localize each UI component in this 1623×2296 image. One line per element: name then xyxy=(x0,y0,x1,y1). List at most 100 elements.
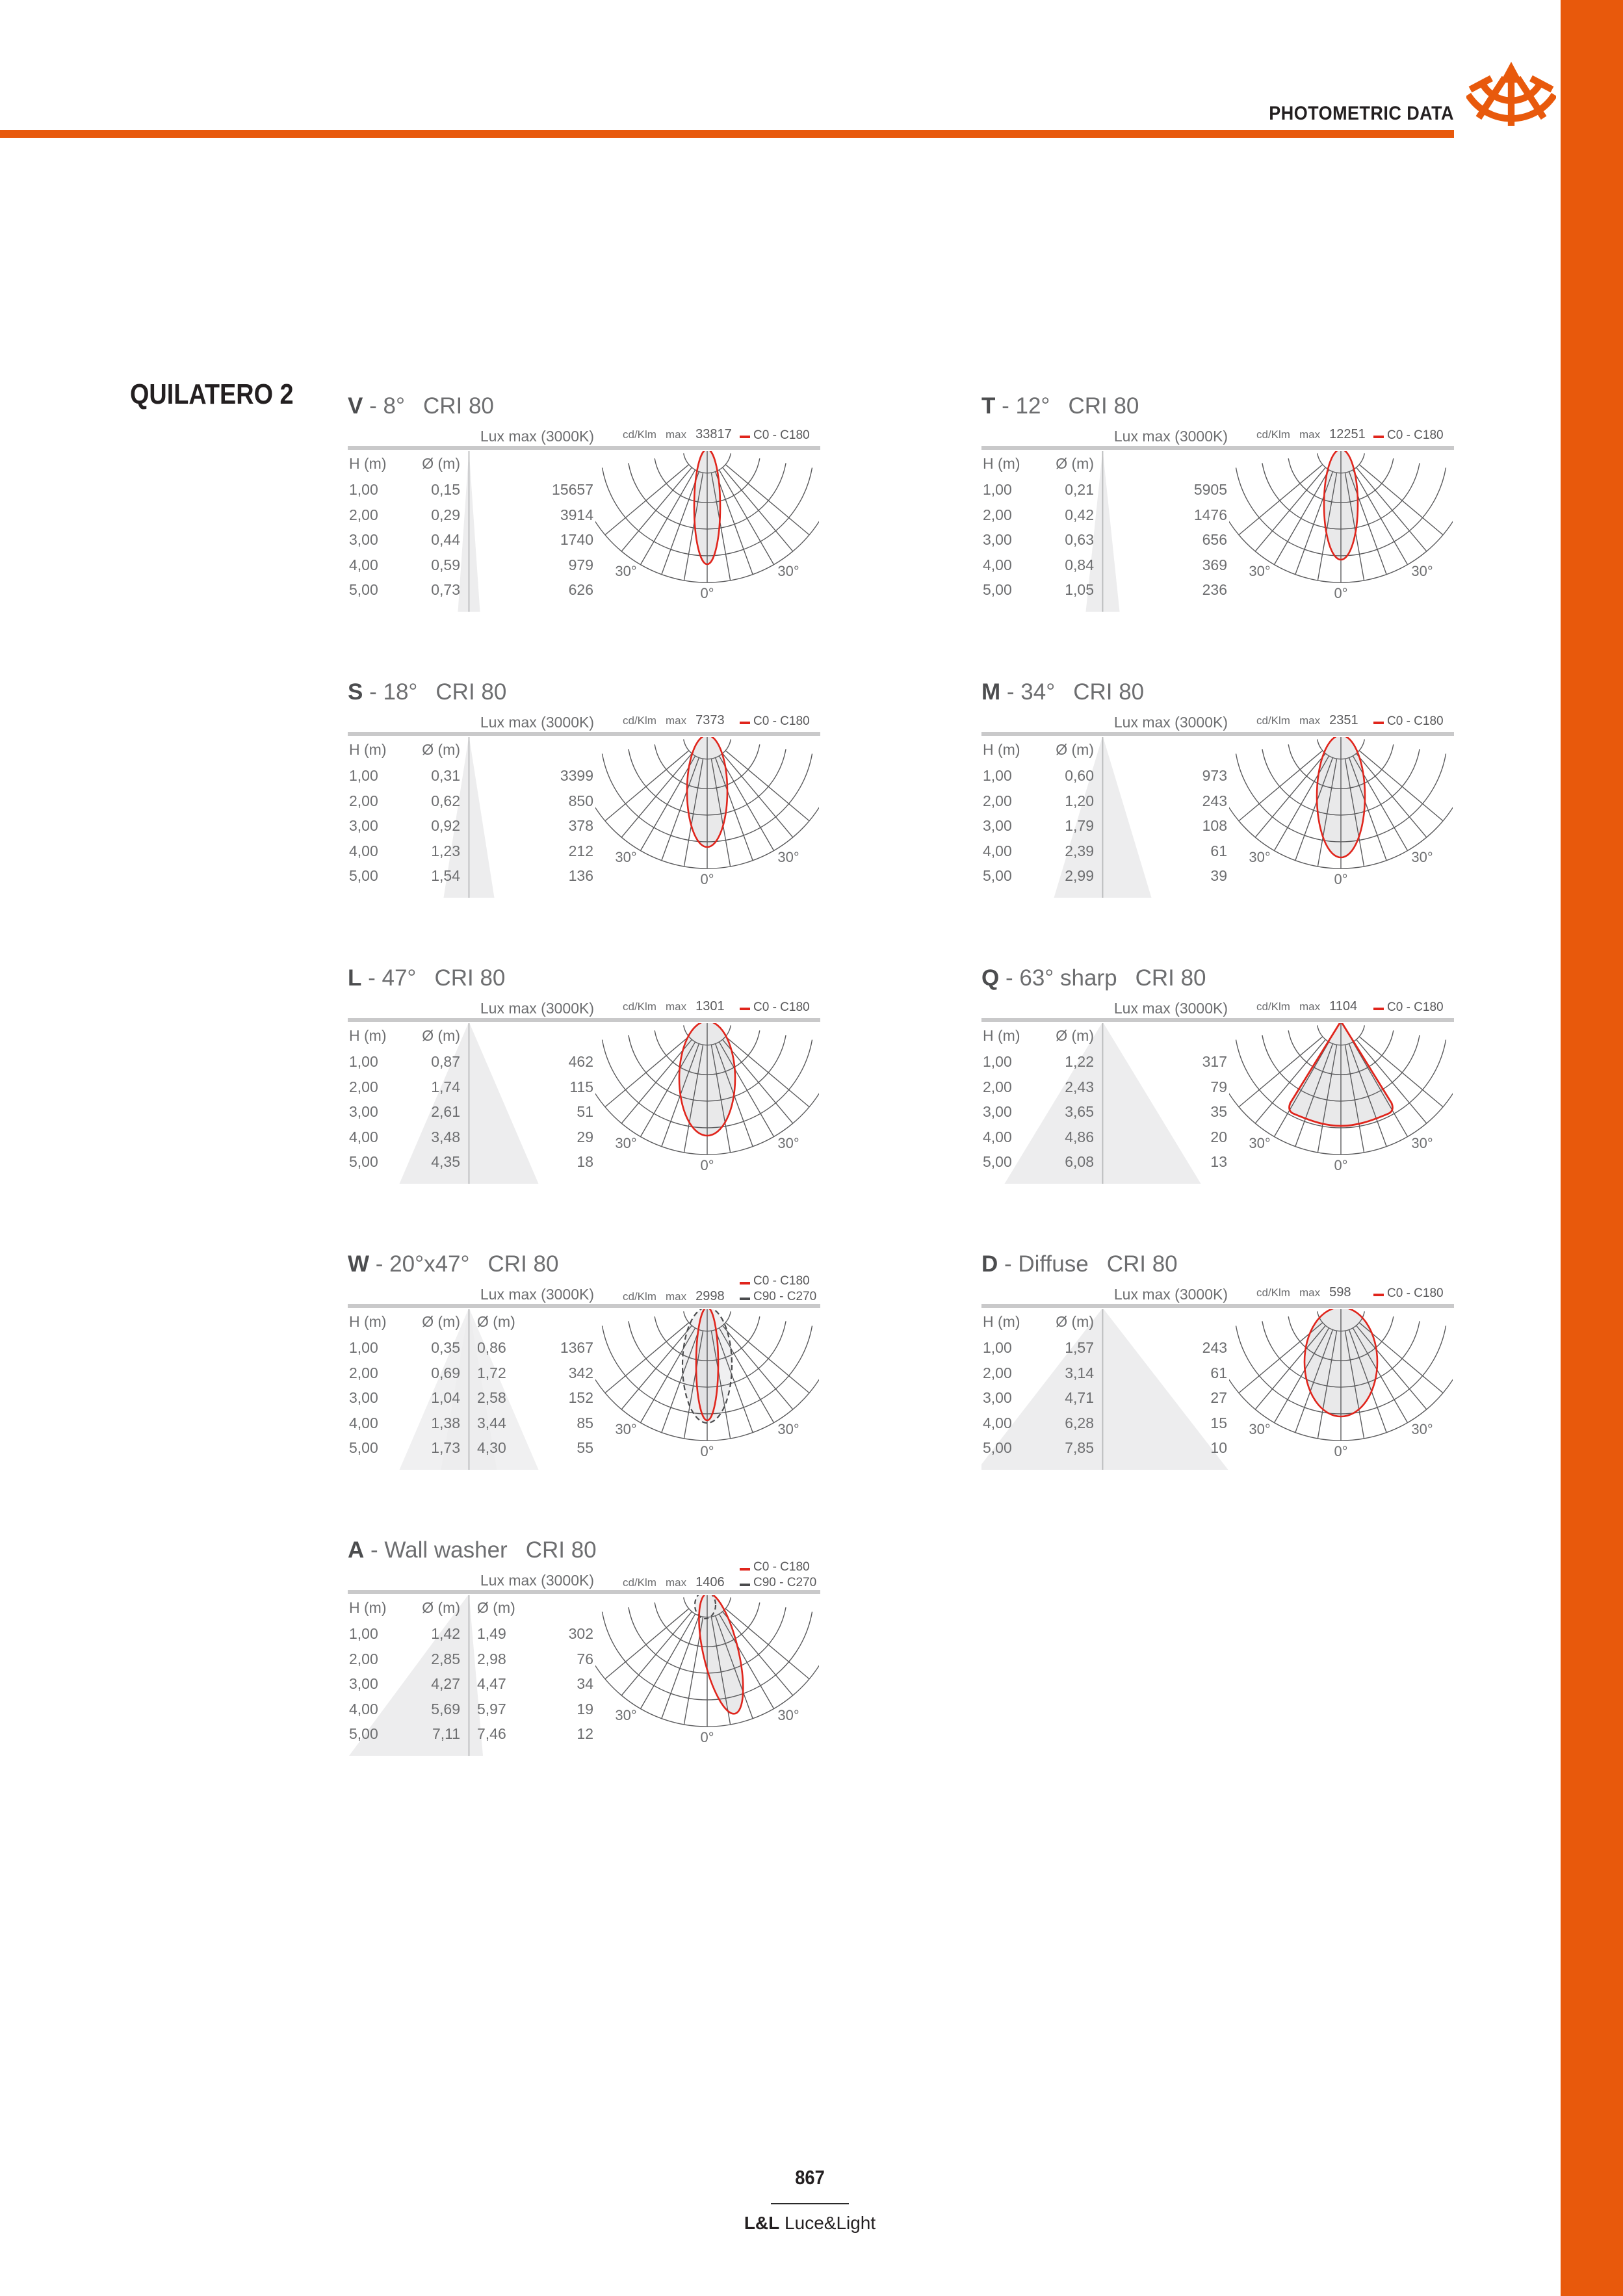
cell-diameter: 6,08 xyxy=(1065,1153,1094,1170)
polar-grid-spoke xyxy=(1317,1331,1338,1439)
col-header-h: H (m) xyxy=(983,455,1020,472)
section-graphics xyxy=(349,1595,819,1756)
cdklm-max-value: 1104 xyxy=(1329,999,1358,1013)
cdklm-label: cd/Klm xyxy=(623,428,656,441)
section-letter: L xyxy=(348,965,362,991)
angle-label-30-right: 30° xyxy=(1411,563,1433,579)
polar-grid-spoke xyxy=(1238,750,1323,822)
max-label: max xyxy=(1299,1000,1321,1013)
lux-max-label: Lux max (3000K) xyxy=(480,1286,594,1303)
section-letter: S xyxy=(348,679,363,705)
angle-label-30-left: 30° xyxy=(1249,1135,1271,1151)
cell-diameter-2: 0,86 xyxy=(477,1339,506,1356)
section-graphics xyxy=(399,1309,819,1470)
cell-diameter: 2,85 xyxy=(431,1650,460,1667)
cell-lux: 35 xyxy=(1210,1103,1227,1120)
cell-diameter: 0,31 xyxy=(431,767,460,784)
polar-grid-spoke xyxy=(1238,464,1323,536)
footer-logo-bold: L&L xyxy=(744,2213,780,2233)
polar-grid-arc xyxy=(595,807,819,869)
cdklm-legend: cd/Klm max 2998 xyxy=(623,1289,725,1304)
polar-grid-spoke xyxy=(604,464,690,536)
c90-legend-label: C90 - C270 xyxy=(753,1576,817,1589)
logo-tick xyxy=(1468,75,1493,93)
cell-lux: 19 xyxy=(577,1700,593,1717)
section-A: A - Wall washer CRI 80 Lux max (3000K) cd/K… xyxy=(348,1537,829,1767)
polar-grid-spoke xyxy=(1358,464,1444,536)
section-cri: CRI 80 xyxy=(1106,1251,1178,1277)
cdklm-label: cd/Klm xyxy=(1256,714,1290,727)
cell-lux: 317 xyxy=(1202,1053,1227,1070)
cell-diameter: 0,69 xyxy=(431,1364,460,1381)
polar-grid-spoke xyxy=(714,1615,753,1719)
table-header-bar xyxy=(981,1304,1454,1308)
table-header-bar xyxy=(348,1590,820,1594)
cell-lux: 34 xyxy=(577,1675,593,1692)
polar-grid-spoke xyxy=(1273,755,1330,851)
cell-diameter: 0,73 xyxy=(431,581,460,598)
cell-diameter: 1,42 xyxy=(431,1625,460,1642)
cell-height: 1,00 xyxy=(983,1053,1012,1070)
polar-grid-spoke xyxy=(604,1036,690,1108)
polar-grid-spoke xyxy=(1356,1325,1427,1410)
cell-lux: 1740 xyxy=(560,531,593,548)
page-header-title: PHOTOMETRIC DATA xyxy=(1269,103,1454,124)
polar-grid-spoke xyxy=(640,1041,696,1137)
polar-grid-spoke xyxy=(725,1608,810,1680)
section-letter: T xyxy=(981,393,996,419)
cdklm-legend: cd/Klm max 12251 xyxy=(1256,427,1366,442)
cell-lux: 13 xyxy=(1210,1153,1227,1170)
section-Q: Q - 63° sharp CRI 80 Lux max (3000K) cd/Klm… xyxy=(981,965,1462,1195)
beam-lobe-outline xyxy=(693,451,721,566)
col-header-h: H (m) xyxy=(349,1599,387,1616)
cell-height: 5,00 xyxy=(983,1153,1012,1170)
cell-height: 3,00 xyxy=(349,1389,378,1406)
c0-legend-label: C0 - C180 xyxy=(753,714,810,728)
cell-lux: 5905 xyxy=(1193,481,1227,498)
angle-label-30-right: 30° xyxy=(777,1707,799,1723)
c90-legend-dash xyxy=(740,1584,750,1586)
cell-height: 1,00 xyxy=(983,481,1012,498)
cdklm-label: cd/Klm xyxy=(1256,428,1290,441)
cell-diameter-2: 7,46 xyxy=(477,1725,506,1742)
polar-grid-spoke xyxy=(604,1322,690,1394)
cell-lux: 136 xyxy=(568,867,593,884)
section-letter: D xyxy=(981,1251,998,1277)
section-beam: - 8° xyxy=(369,393,405,419)
cell-diameter: 4,27 xyxy=(431,1675,460,1692)
section-beam: - Wall washer xyxy=(370,1537,508,1563)
polar-grid-spoke xyxy=(661,471,700,575)
cell-lux: 51 xyxy=(577,1103,593,1120)
polar-grid-spoke xyxy=(714,1329,753,1433)
angle-label-30-right: 30° xyxy=(777,1421,799,1437)
angle-label-30-left: 30° xyxy=(1249,563,1271,579)
cell-lux: 18 xyxy=(577,1153,593,1170)
cell-height: 1,00 xyxy=(983,1339,1012,1356)
cell-diameter-2: 2,58 xyxy=(477,1389,506,1406)
cdklm-max-value: 2998 xyxy=(695,1289,725,1303)
cell-diameter: 2,99 xyxy=(1065,867,1094,884)
cell-height: 3,00 xyxy=(983,531,1012,548)
polar-grid-spoke xyxy=(661,1329,700,1433)
polar-grid-spoke xyxy=(1317,759,1338,867)
section-letter: A xyxy=(348,1537,365,1563)
cell-lux: 656 xyxy=(1202,531,1227,548)
polar-grid-spoke xyxy=(621,1039,692,1124)
polar-diagram xyxy=(595,451,819,583)
cell-lux: 79 xyxy=(1210,1078,1227,1095)
cell-diameter: 2,43 xyxy=(1065,1078,1094,1095)
cell-height: 2,00 xyxy=(349,1650,378,1667)
col-header-diameter: Ø (m) xyxy=(1056,1313,1094,1330)
cell-height: 1,00 xyxy=(349,481,378,498)
cdklm-legend: cd/Klm max 2351 xyxy=(1256,713,1358,728)
cell-diameter-2: 4,30 xyxy=(477,1439,506,1456)
cell-lux: 12 xyxy=(577,1725,593,1742)
polar-grid-spoke xyxy=(1348,471,1387,575)
cell-diameter: 0,92 xyxy=(431,817,460,834)
cell-diameter: 2,39 xyxy=(1065,842,1094,859)
angle-label-0: 0° xyxy=(700,1729,714,1745)
section-title: A - Wall washer CRI 80 xyxy=(348,1537,597,1563)
cell-lux: 27 xyxy=(1210,1389,1227,1406)
polar-grid-spoke xyxy=(722,467,794,552)
polar-grid-spoke xyxy=(683,473,704,581)
